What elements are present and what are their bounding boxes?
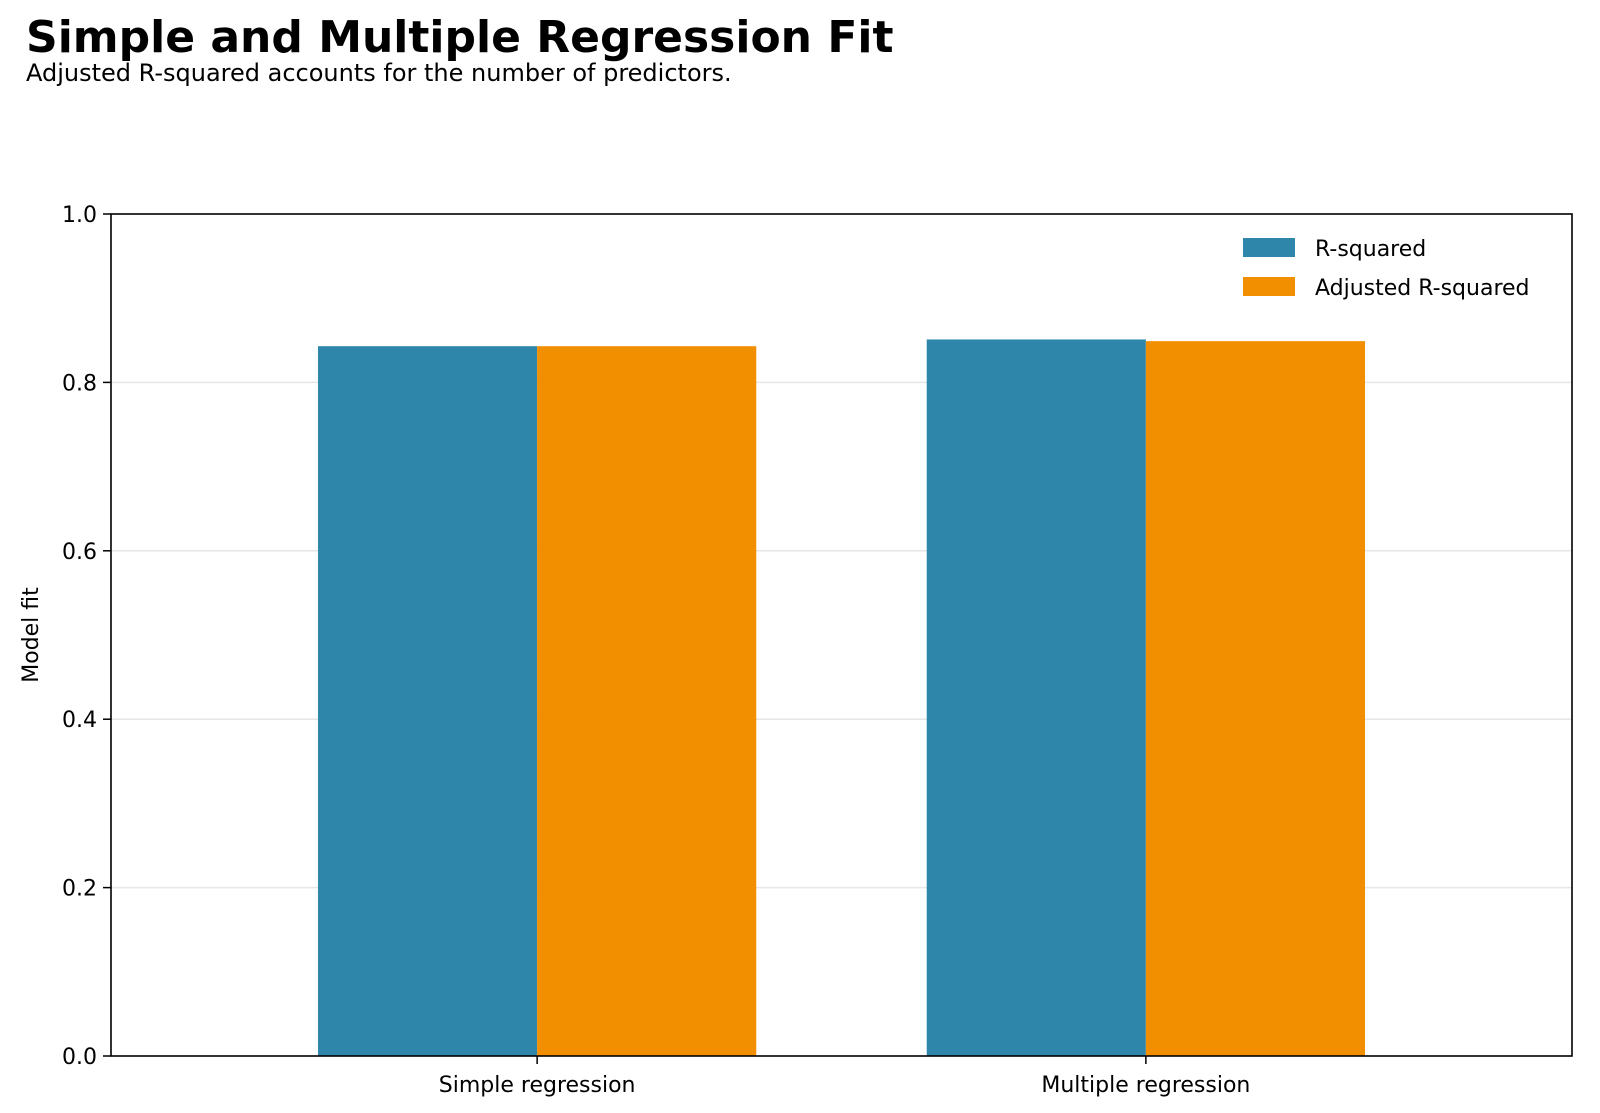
bar-r-squared-1 — [926, 339, 1146, 1056]
legend-swatch — [1243, 238, 1295, 257]
y-axis: 0.0 0.2 0.4 0.6 0.8 1.0 — [62, 203, 111, 1070]
y-tick-label: 0.8 — [62, 371, 97, 396]
y-tick-label: 1.0 — [62, 203, 97, 228]
legend: R-squared Adjusted R-squared — [1243, 237, 1530, 301]
y-axis-label: Model fit — [19, 587, 44, 683]
x-tick-label: Multiple regression — [1041, 1073, 1250, 1098]
legend-swatch — [1243, 277, 1295, 296]
x-axis: Simple regression Multiple regression — [439, 1056, 1250, 1098]
y-tick-label: 0.0 — [62, 1045, 97, 1070]
bars — [317, 339, 1366, 1057]
x-tick-label: Simple regression — [439, 1073, 636, 1098]
y-tick-label: 0.6 — [62, 540, 97, 565]
chart-title: Simple and Multiple Regression Fit — [26, 12, 894, 63]
chart-subtitle: Adjusted R-squared accounts for the numb… — [26, 59, 732, 87]
y-tick-label: 0.4 — [62, 708, 97, 733]
bar-adjusted-r-squared-0 — [537, 346, 757, 1057]
legend-label: R-squared — [1315, 237, 1426, 262]
y-tick-label: 0.2 — [62, 877, 97, 902]
legend-label: Adjusted R-squared — [1315, 276, 1530, 301]
plot-frame — [110, 213, 1573, 1057]
bar-r-squared-0 — [317, 346, 538, 1057]
bar-adjusted-r-squared-1 — [1145, 341, 1366, 1057]
